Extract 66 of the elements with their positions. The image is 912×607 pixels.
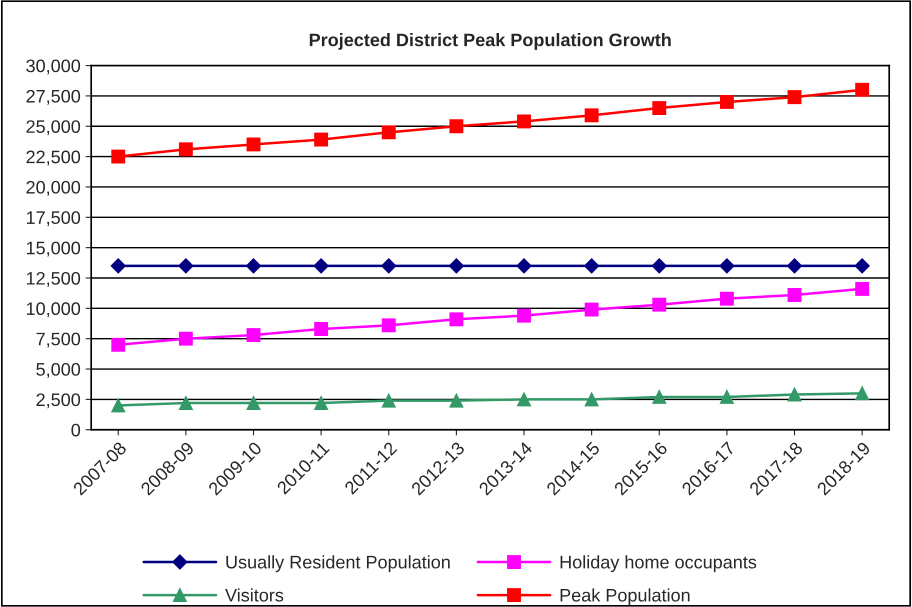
legend-label: Visitors [225,588,284,602]
point [516,258,532,274]
y-tick-label: 30,000 [26,59,80,74]
y-tick-label: 2,500 [36,393,80,408]
point [448,258,464,274]
point [720,292,734,306]
point [449,119,464,134]
point [382,125,396,140]
point [178,142,193,156]
y-tick-label: 25,000 [26,120,80,136]
point [786,258,802,274]
point [178,258,194,274]
y-tick-label: 5,000 [36,362,80,378]
point [314,132,328,147]
point [381,258,396,274]
point [652,101,666,115]
y-tick-label: 0 [71,424,80,436]
y-tick-label: 17,500 [26,211,80,226]
y-tick-label: 12,500 [26,272,80,287]
point [788,90,802,104]
point [788,288,802,302]
y-tick-label: 22,500 [26,150,80,166]
point [111,338,126,352]
point [652,258,667,274]
point [584,258,600,274]
legend-label: Holiday home occupants [560,555,756,572]
point [652,298,666,312]
point [449,312,464,326]
point [246,396,260,410]
point [517,114,531,128]
point [854,258,870,274]
point [110,258,126,274]
y-tick-label: 20,000 [26,180,80,196]
point [855,282,870,296]
chart-title: Projected District Peak Population Growth [310,33,671,50]
point [720,390,734,404]
point [382,318,396,332]
y-tick-label: 10,000 [26,302,80,318]
point [246,138,260,152]
point [314,322,328,336]
legend-label: Peak Population [560,588,690,606]
point [382,394,396,408]
y-tick-label: 27,500 [26,90,80,105]
point [652,390,666,404]
point [111,150,126,164]
point [449,394,464,408]
y-tick-label: 7,500 [36,332,80,348]
point [517,392,531,406]
point [314,396,328,410]
point [178,396,193,410]
point [855,82,870,97]
point [720,95,734,109]
point [855,386,870,400]
point [246,328,260,342]
y-tick-label: 15,000 [26,242,80,257]
point [719,258,734,274]
point [584,392,599,406]
point [246,258,262,274]
point [788,388,802,402]
point [517,308,531,323]
point [111,398,126,412]
point [584,302,599,317]
point [314,258,329,274]
point [178,332,193,346]
legend-label: Usually Resident Population [226,555,450,572]
point [584,108,599,122]
